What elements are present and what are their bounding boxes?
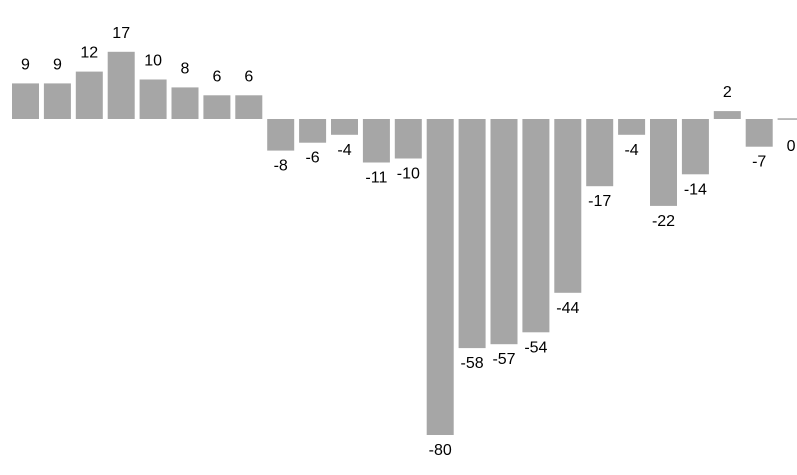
- data-label-20: -22: [652, 213, 675, 230]
- data-label-12: -10: [397, 166, 420, 183]
- data-label-3: 17: [112, 25, 130, 42]
- bar-7: [235, 95, 263, 119]
- data-label-10: -4: [337, 142, 351, 159]
- data-label-6: 6: [212, 68, 221, 85]
- bar-9: [299, 119, 327, 143]
- bar-2: [75, 71, 103, 119]
- bar-18: [586, 119, 614, 187]
- bar-21: [681, 119, 709, 175]
- data-label-1: 9: [53, 56, 62, 73]
- data-label-16: -54: [524, 339, 547, 356]
- data-label-18: -17: [588, 193, 611, 210]
- bar-24: [777, 118, 797, 120]
- bar-0: [12, 83, 39, 119]
- bar-23: [745, 119, 773, 147]
- bar-17: [554, 119, 582, 293]
- data-labels-layer: 9 9 12 17 10 8 6 6 -8 -6 -4 -11 -10 -80 -58 -57 -54 -44 -1…: [21, 25, 796, 459]
- bar-5: [171, 87, 199, 119]
- data-label-24: 0: [787, 138, 796, 155]
- bar-8: [267, 119, 295, 151]
- bar-11: [362, 119, 390, 163]
- bar-22: [713, 111, 741, 119]
- data-label-11: -11: [365, 169, 387, 186]
- data-label-8: -8: [274, 158, 288, 175]
- data-label-22: 2: [723, 84, 732, 101]
- bar-6: [203, 95, 231, 119]
- bar-16: [522, 119, 550, 333]
- data-label-5: 8: [181, 60, 190, 77]
- bar-4: [139, 79, 167, 119]
- bar-3: [107, 51, 135, 119]
- data-label-21: -14: [684, 181, 707, 198]
- bar-10: [331, 119, 358, 135]
- data-label-4: 10: [144, 53, 162, 70]
- data-label-14: -58: [461, 355, 484, 372]
- bar-1: [43, 83, 71, 119]
- bar-20: [650, 119, 677, 206]
- data-label-9: -6: [305, 150, 319, 167]
- bar-13: [426, 119, 454, 435]
- bar-19: [618, 119, 646, 135]
- data-label-0: 9: [21, 56, 30, 73]
- data-label-15: -57: [492, 351, 515, 368]
- bars-layer: [12, 51, 797, 435]
- bar-12: [394, 119, 422, 159]
- data-label-17: -44: [556, 300, 579, 317]
- data-label-7: 6: [244, 68, 253, 85]
- data-label-2: 12: [80, 45, 98, 62]
- bar-15: [490, 119, 518, 345]
- data-label-13: -80: [429, 442, 452, 459]
- data-label-19: -4: [624, 142, 638, 159]
- data-label-23: -7: [752, 154, 766, 171]
- bar-14: [458, 119, 486, 349]
